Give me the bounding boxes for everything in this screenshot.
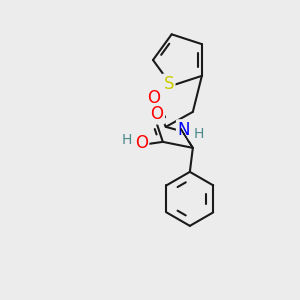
Text: O: O xyxy=(150,105,163,123)
Text: N: N xyxy=(178,121,190,139)
Polygon shape xyxy=(181,129,193,148)
Text: S: S xyxy=(164,75,174,93)
Text: O: O xyxy=(147,89,160,107)
Text: O: O xyxy=(135,134,148,152)
Text: H: H xyxy=(122,134,132,147)
Text: H: H xyxy=(194,128,204,141)
